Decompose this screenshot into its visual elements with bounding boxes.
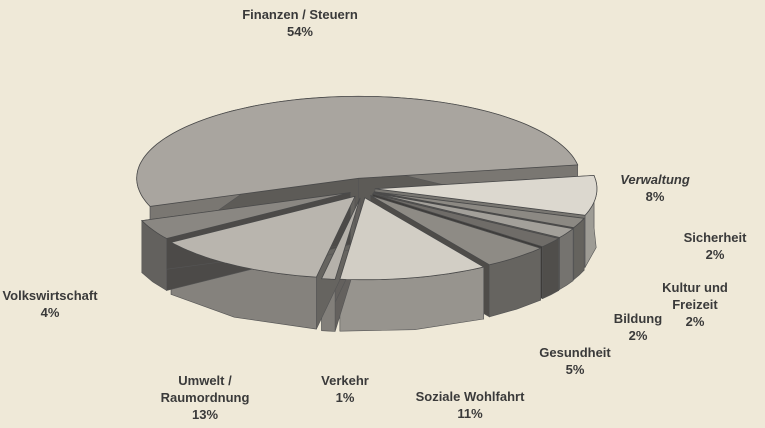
slice [372, 193, 560, 248]
category-name: Sicherheit [683, 230, 747, 245]
slice [320, 197, 361, 280]
slice [373, 192, 575, 238]
slice [136, 95, 579, 207]
slice-label: Soziale Wohlfahrt 11% [416, 388, 525, 422]
slice-side [542, 237, 560, 300]
slice [169, 195, 356, 278]
category-name: Finanzen / Steuern [242, 7, 358, 22]
value-label: 11% [457, 406, 483, 421]
value-label: 4% [40, 305, 60, 320]
value-label: 5% [565, 362, 585, 377]
category-name: Gesundheit [539, 345, 611, 360]
category-name: Soziale Wohlfahrt [415, 389, 525, 404]
category-name: Umwelt / Raumordnung [160, 373, 250, 405]
slice [140, 192, 351, 239]
category-name: Volkswirtschaft [2, 288, 98, 303]
slice-label: Gesundheit 5% [539, 344, 611, 378]
value-label: 2% [705, 247, 725, 262]
value-label: 1% [335, 390, 355, 405]
slice-label: Volkswirtschaft 4% [2, 287, 97, 321]
slice-label: Kultur und Freizeit 2% [660, 279, 730, 330]
slice-label: Finanzen / Steuern 54% [242, 6, 358, 40]
category-name: Kultur und Freizeit [662, 280, 728, 312]
slice [370, 195, 542, 266]
value-label: 8% [645, 189, 665, 204]
slice-label: Bildung 2% [614, 310, 662, 344]
value-label: 54% [286, 24, 314, 39]
category-name: Verkehr [321, 373, 369, 388]
slice-label: Umwelt / Raumordnung 13% [150, 372, 260, 423]
slice [374, 174, 598, 216]
value-label: 2% [628, 328, 648, 343]
slice-label: Verwaltung 8% [620, 171, 690, 205]
slice-label: Sicherheit 2% [684, 229, 747, 263]
category-name: Bildung [613, 311, 663, 326]
category-name: Verwaltung [620, 172, 690, 187]
value-label: 13% [191, 407, 219, 422]
slice [373, 191, 585, 229]
slice-label: Verkehr 1% [321, 372, 369, 406]
slice-side [573, 217, 585, 281]
value-label: 2% [685, 314, 705, 329]
slice [339, 197, 485, 281]
slice-side [559, 228, 574, 291]
